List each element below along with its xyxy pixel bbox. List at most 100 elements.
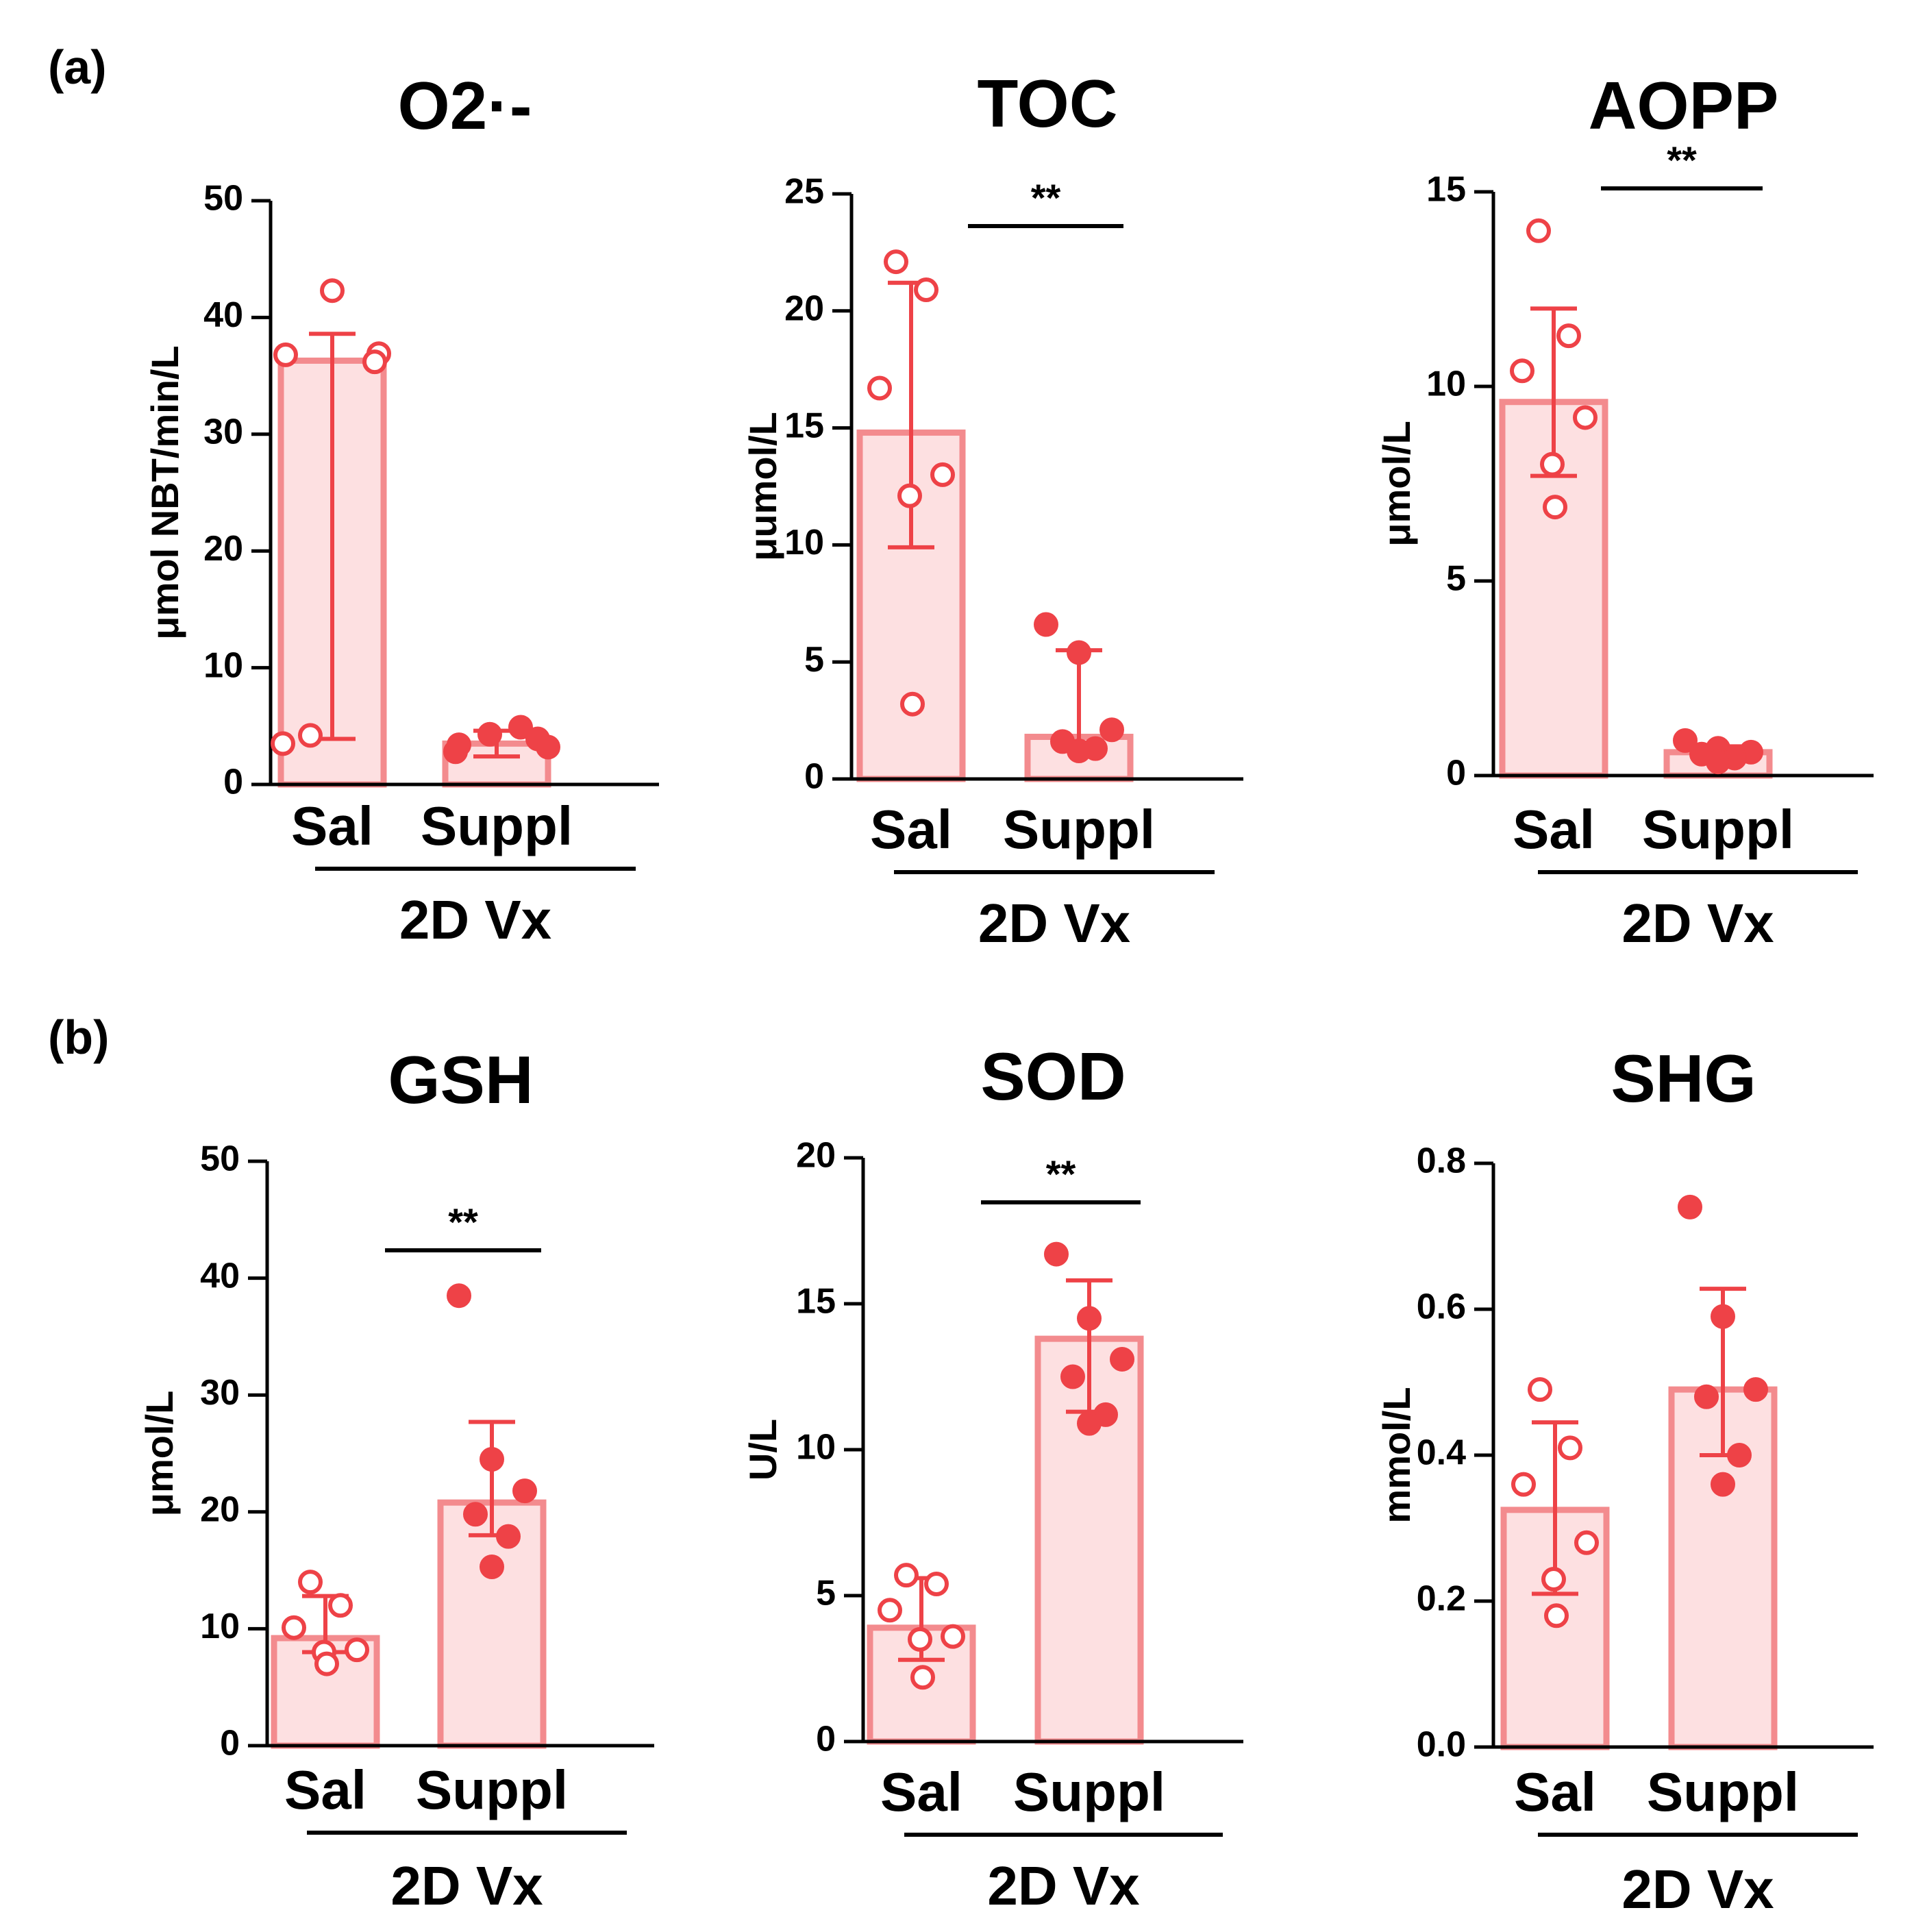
data-point-sal [894, 1563, 919, 1588]
y-tick-label: 0 [804, 757, 824, 797]
category-label-sal: Sal [284, 1759, 366, 1820]
data-point-sal [910, 1665, 935, 1690]
y-tick-label: 10 [203, 645, 243, 685]
data-point-sal [1558, 1435, 1582, 1461]
chart-title: GSH [388, 1042, 533, 1117]
group-label: 2D Vx [987, 1855, 1139, 1916]
group-label: 2D Vx [399, 889, 551, 950]
chart-title: AOPP [1589, 68, 1779, 143]
data-point-suppl [1678, 1194, 1702, 1219]
data-point-sal [273, 342, 298, 367]
data-point-suppl [447, 1283, 471, 1309]
data-point-sal [941, 1624, 965, 1649]
data-point-sal [362, 349, 387, 375]
data-point-suppl [1077, 1306, 1102, 1331]
category-label-suppl: Suppl [1003, 799, 1155, 860]
data-point-sal [1540, 451, 1565, 477]
data-point-sal [1511, 1472, 1536, 1497]
y-tick-label: 0 [220, 1724, 240, 1763]
group-label: 2D Vx [390, 1855, 543, 1916]
chart-title: SOD [980, 1039, 1126, 1114]
y-axis-label: μmol/L [138, 1391, 181, 1517]
y-axis-label: μmol NBT/min/L [143, 345, 186, 639]
data-point-sal [924, 1571, 949, 1596]
data-point-sal [298, 723, 323, 748]
data-point-sal [914, 277, 939, 303]
category-label-suppl: Suppl [416, 1759, 568, 1820]
y-tick-label: 20 [203, 529, 243, 569]
data-point-suppl [508, 715, 533, 740]
chart-4: SOD U/L 0 5 10 15 20 Sal Suppl 2D Vx ** [741, 1039, 1243, 1916]
y-tick-label: 30 [203, 412, 243, 452]
data-point-sal [271, 731, 295, 756]
y-tick-label: 20 [784, 289, 824, 329]
chart-title: O2·- [398, 68, 532, 143]
data-point-suppl [1060, 1364, 1085, 1389]
data-point-suppl [1110, 1346, 1134, 1372]
significance-marker: ** [1667, 138, 1697, 182]
category-label-sal: Sal [1513, 799, 1595, 860]
group-label: 2D Vx [978, 893, 1130, 954]
chart-2: AOPP μmol/L 0 5 10 15 Sal Suppl 2D Vx ** [1375, 68, 1874, 954]
category-label-suppl: Suppl [1013, 1761, 1165, 1822]
data-point-suppl [1694, 1384, 1719, 1409]
data-point-sal [298, 1570, 323, 1595]
data-point-sal [884, 249, 908, 275]
group-label: 2D Vx [1621, 893, 1774, 954]
y-tick-label: 50 [203, 179, 243, 219]
y-tick-label: 40 [203, 295, 243, 335]
data-point-suppl [1044, 1241, 1069, 1267]
data-point-suppl [1673, 728, 1698, 753]
data-point-suppl [536, 734, 560, 760]
data-point-sal [328, 1593, 353, 1618]
chart-3: GSH μmol/L 0 10 20 30 40 50 Sal Suppl 2D Vx ** [138, 1042, 654, 1916]
data-point-sal [878, 1598, 902, 1623]
panel-label-a: (a) [48, 40, 107, 94]
y-axis-label: mmol/L [1375, 1387, 1418, 1523]
data-point-suppl [480, 1554, 504, 1579]
data-point-suppl [1727, 1443, 1752, 1467]
data-point-sal [320, 278, 345, 304]
y-tick-label: 25 [784, 172, 824, 212]
data-point-suppl [1711, 1472, 1735, 1497]
y-tick-label: 15 [784, 406, 824, 445]
data-point-suppl [1743, 1377, 1768, 1402]
y-axis-label: U/L [741, 1419, 784, 1481]
y-tick-label: 20 [200, 1490, 240, 1530]
y-axis-label: μmol/L [1375, 421, 1418, 547]
data-point-suppl [1034, 612, 1058, 637]
significance-marker: ** [1046, 1152, 1076, 1196]
category-label-sal: Sal [870, 799, 952, 860]
data-point-sal [1526, 218, 1551, 243]
y-tick-label: 10 [784, 523, 824, 562]
panel-label-b: (b) [48, 1011, 109, 1064]
category-label-suppl: Suppl [1647, 1761, 1799, 1822]
y-tick-label: 15 [796, 1282, 836, 1322]
bar-suppl [437, 1499, 547, 1749]
category-label-suppl: Suppl [1642, 799, 1794, 860]
chart-title: SHG [1611, 1041, 1756, 1116]
significance-marker: ** [1031, 176, 1061, 219]
data-point-suppl [1067, 739, 1091, 764]
chart-5: SHG mmol/L 0.0 0.2 0.4 0.6 0.8 Sal Suppl 2D Vx [1375, 1041, 1874, 1920]
data-point-suppl [1067, 640, 1091, 665]
data-point-suppl [512, 1478, 537, 1504]
y-tick-label: 0 [816, 1720, 836, 1759]
data-point-sal [1541, 1567, 1566, 1592]
category-label-sal: Sal [880, 1761, 962, 1822]
data-point-suppl [1077, 1411, 1102, 1436]
data-point-suppl [496, 1524, 521, 1549]
category-label-sal: Sal [1514, 1761, 1596, 1822]
data-point-sal [900, 691, 925, 717]
data-point-sal [1543, 495, 1567, 520]
data-point-sal [345, 1637, 369, 1663]
y-tick-label: 5 [816, 1574, 836, 1613]
category-label-suppl: Suppl [421, 795, 573, 856]
data-point-sal [282, 1615, 306, 1640]
data-point-sal [1510, 358, 1534, 384]
chart-0: O2·- μmol NBT/min/L 0 10 20 30 40 50 Sal Suppl 2D … [143, 68, 659, 950]
y-tick-label: 50 [200, 1139, 240, 1179]
data-point-suppl [1706, 750, 1730, 775]
